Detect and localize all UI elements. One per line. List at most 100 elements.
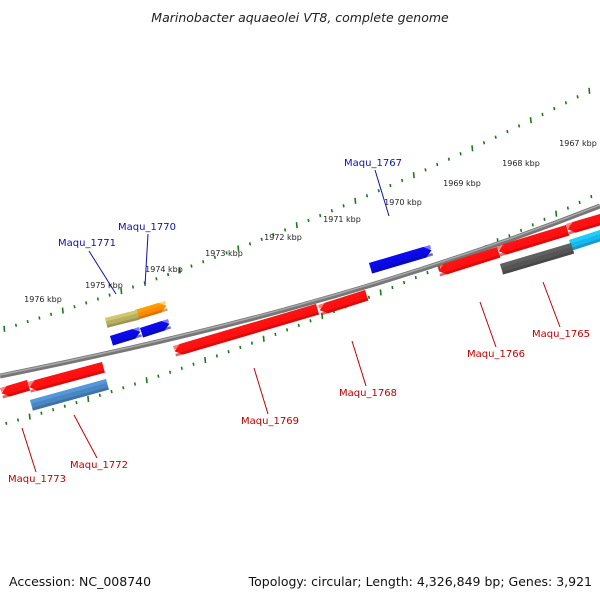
gene-labels: Maqu_1765 Maqu_1766 Maqu_1767 Maqu_1768 Maqu… (8, 158, 590, 485)
inner-tick (391, 285, 394, 290)
ruler-tick (307, 218, 310, 223)
ruler-tick (272, 232, 275, 237)
inner-tick (28, 413, 31, 420)
gene-label[interactable]: Maqu_1770 (118, 222, 176, 233)
inner-tick (414, 275, 417, 280)
ruler-tick (131, 285, 135, 289)
gene-label[interactable]: Maqu_1765 (532, 329, 590, 340)
ruler-tick (213, 255, 216, 259)
kbp-label: 1971 kbp (323, 215, 361, 224)
accession-text: Accession: NC_008740 (9, 574, 151, 589)
ruler-tick (108, 293, 111, 297)
ruler-tick (424, 168, 427, 172)
gene-label[interactable]: Maqu_1766 (467, 349, 525, 360)
gene-leader-line (374, 169, 390, 217)
gene-leader-line (21, 427, 37, 473)
genome-backbone (0, 203, 600, 379)
gene-leader-line (253, 367, 269, 415)
ruler-tick (459, 152, 462, 156)
gene-feature (105, 310, 140, 328)
inner-tick (110, 389, 113, 394)
inner-tick (204, 356, 207, 364)
ruler-tick (447, 157, 450, 161)
inner-tick (286, 328, 289, 332)
inner-tick (5, 421, 8, 425)
gene-feature (135, 301, 168, 320)
ruler-tick (202, 260, 205, 264)
ruler-tick (389, 183, 392, 188)
ruler-tick (96, 297, 99, 301)
map-title: Marinobacter aquaeolei VT8, complete gen… (151, 10, 449, 25)
inner-tick (75, 400, 78, 405)
inner-tick (133, 382, 137, 386)
kbp-label: 1975 kbp (85, 281, 123, 290)
gene-label[interactable]: Maqu_1772 (70, 460, 128, 471)
gene-feature (30, 379, 109, 411)
gene-label[interactable]: Maqu_1773 (8, 474, 66, 485)
ruler-tick (412, 172, 415, 179)
ruler-tick (588, 87, 591, 94)
ruler-tick (237, 245, 240, 252)
gene-leader-line (479, 301, 497, 348)
ruler-tick (377, 189, 380, 193)
kbp-label: 1970 kbp (384, 198, 422, 207)
gene-feature (28, 362, 105, 393)
ruler-tick (471, 145, 474, 152)
inner-tick (63, 404, 66, 408)
ruler-tick (541, 112, 544, 117)
gene-label[interactable]: Maqu_1771 (58, 238, 116, 249)
ruler-tick (482, 141, 486, 145)
ruler-tick (85, 301, 88, 305)
inner-tick (180, 366, 183, 370)
ruler-tick (494, 135, 497, 139)
inner-tick (403, 280, 406, 285)
ruler-tick (178, 267, 181, 274)
inner-tick (192, 362, 195, 366)
gene-leader-line (542, 281, 561, 328)
inner-tick (40, 411, 43, 415)
ruler-tick (401, 178, 404, 183)
gene-leader-line (88, 250, 117, 295)
kbp-ruler (3, 87, 591, 332)
ruler-tick (155, 277, 158, 281)
inner-tick (145, 377, 148, 384)
inner-tick (98, 393, 101, 397)
gene-label[interactable]: Maqu_1769 (241, 416, 299, 427)
gene-leader-line (351, 340, 367, 387)
gene-label[interactable]: Maqu_1768 (339, 388, 397, 399)
gene-feature (566, 214, 600, 235)
inner-tick (297, 323, 300, 328)
gene-leader-line (73, 414, 98, 459)
ruler-tick (506, 129, 509, 134)
gene-feature (110, 327, 142, 346)
kbp-label: 1967 kbp (559, 139, 597, 148)
gene-feature (437, 247, 501, 277)
gene-feature (318, 290, 369, 316)
gene-feature (497, 225, 570, 257)
inner-tick (16, 418, 20, 422)
ruler-tick (342, 204, 345, 208)
ruler-tick (518, 124, 521, 128)
inner-tick (239, 345, 242, 350)
inner-tick (543, 217, 546, 221)
ruler-tick (553, 106, 556, 111)
gene-feature (500, 243, 575, 275)
kbp-label: 1969 kbp (443, 179, 481, 188)
kbp-label: 1974 kbp (145, 265, 183, 274)
ruler-tick (26, 319, 29, 324)
inner-tick (508, 234, 511, 238)
ruler-tick (529, 117, 532, 124)
ruler-tick (190, 264, 193, 268)
inner-tick (555, 210, 558, 217)
ruler-tick (61, 307, 64, 314)
inner-tick (520, 228, 523, 233)
gene-feature (569, 230, 600, 251)
ruler-tick (436, 162, 439, 167)
gene-label[interactable]: Maqu_1767 (344, 158, 402, 169)
kbp-label: 1976 kbp (24, 295, 62, 304)
inner-tick (169, 370, 172, 374)
kbp-label: 1973 kbp (205, 249, 243, 258)
inner-tick (262, 335, 265, 342)
gene-features (0, 214, 600, 411)
inner-tick (122, 386, 125, 390)
